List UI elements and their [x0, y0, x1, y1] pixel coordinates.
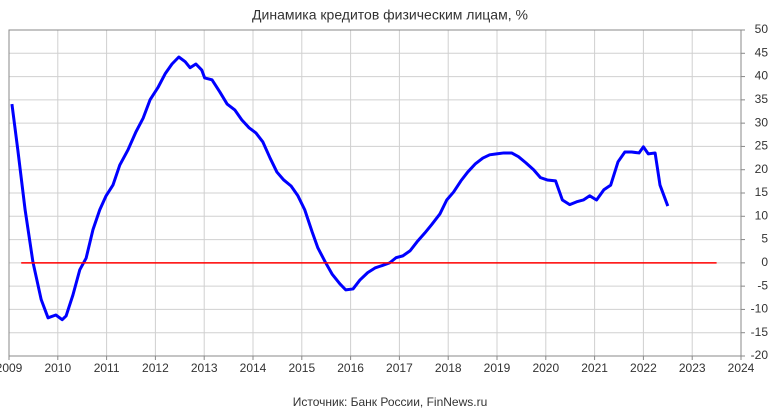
x-tick-label: 2010 — [44, 361, 71, 375]
x-tick-label: 2012 — [142, 361, 169, 375]
x-tick-label: 2022 — [630, 361, 657, 375]
x-tick-label: 2023 — [679, 361, 706, 375]
x-tick-label: 2015 — [288, 361, 315, 375]
y-tick-label: -5 — [757, 278, 768, 292]
y-tick-label: -10 — [751, 302, 769, 316]
x-tick-label: 2021 — [581, 361, 608, 375]
plot-frame — [8, 29, 742, 357]
y-tick-label: 0 — [761, 255, 768, 269]
x-tick-label: 2011 — [94, 361, 120, 375]
y-tick-label: 45 — [755, 45, 769, 59]
y-tick-label: 35 — [755, 92, 769, 106]
y-tick-label: 40 — [755, 69, 769, 83]
source: Источник: Банк России, FinNews.ru — [293, 395, 488, 409]
x-tick-label: 2013 — [191, 361, 218, 375]
y-tick-label: -20 — [751, 348, 769, 362]
x-tick-label: 2019 — [484, 361, 511, 375]
y-tick-label: 30 — [755, 115, 769, 129]
x-tick-label: 2017 — [386, 361, 413, 375]
x-tick-label: 2024 — [728, 361, 755, 375]
y-tick-label: -15 — [751, 325, 769, 339]
y-tick-label: 50 — [755, 22, 769, 36]
x-tick-label: 2020 — [532, 361, 559, 375]
line — [10, 55, 670, 322]
y-tick-label: 10 — [755, 208, 769, 222]
x-tick-label: 2018 — [435, 361, 462, 375]
y-tick-label: 20 — [755, 162, 769, 176]
x-tick-label: 2009 — [0, 361, 23, 375]
y-tick-label: 25 — [755, 139, 769, 153]
y-tick-label: 15 — [755, 185, 769, 199]
x-tick-label: 2016 — [337, 361, 364, 375]
chart-title: Динамика кредитов физическим лицам, % — [252, 7, 528, 23]
x-tick-label: 2014 — [240, 361, 267, 375]
y-tick-label: 5 — [761, 232, 768, 246]
